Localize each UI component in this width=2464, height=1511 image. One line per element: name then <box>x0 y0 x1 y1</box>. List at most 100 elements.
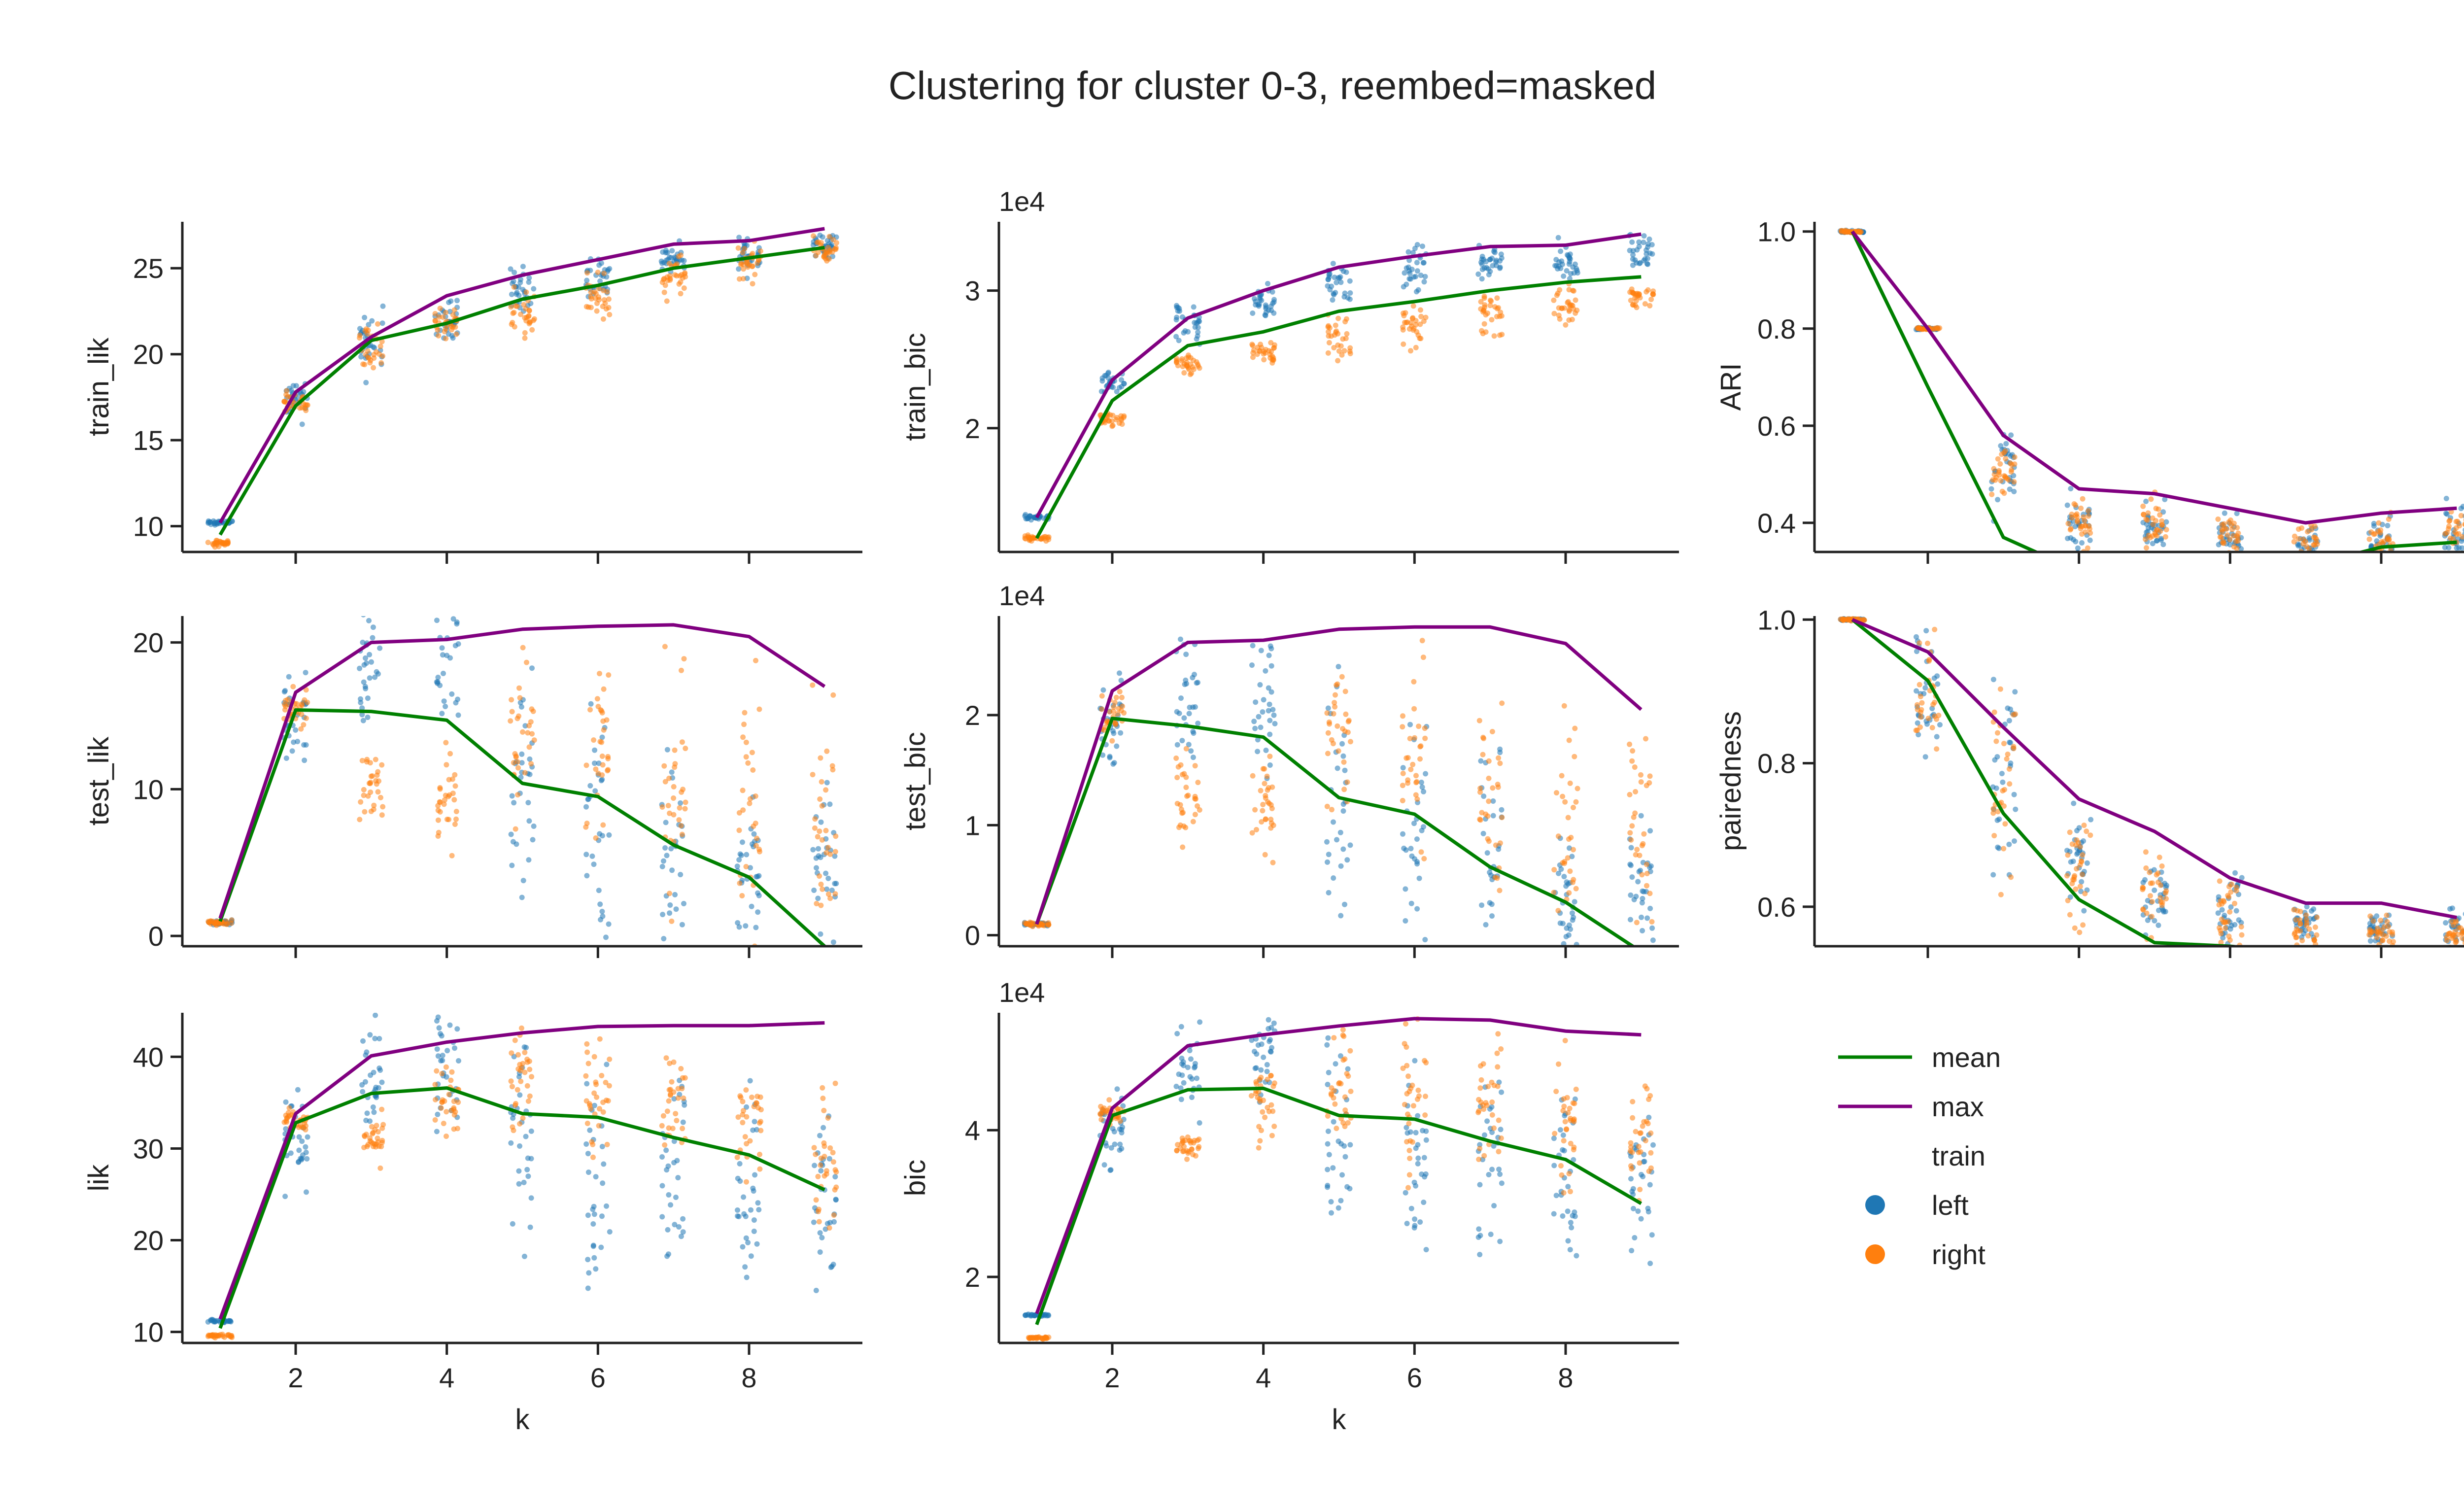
scatter-point-right <box>1340 1120 1346 1126</box>
scatter-point-left <box>1490 798 1496 804</box>
scatter-point-right <box>1411 679 1417 685</box>
scatter-point-left <box>366 322 372 328</box>
scatter-point-right <box>2453 525 2459 531</box>
scatter-point-left <box>1477 1252 1483 1258</box>
scatter-point-left <box>1421 1200 1427 1205</box>
scatter-point-right <box>2460 935 2464 941</box>
scatter-point-right <box>1634 920 1640 926</box>
scatter-point-left <box>736 235 742 240</box>
scatter-point-left <box>1023 1312 1028 1318</box>
scatter-point-right <box>2140 503 2146 509</box>
scatter-point-right <box>681 1095 686 1101</box>
scatter-point-right <box>443 336 449 342</box>
scatter-point-right <box>597 1106 602 1112</box>
scatter-point-right <box>1552 1131 1558 1136</box>
scatter-point-right <box>1115 1106 1121 1112</box>
scatter-point-left <box>305 1134 310 1140</box>
scatter-point-left <box>583 804 589 810</box>
scatter-point-right <box>2008 874 2014 880</box>
scatter-point-right <box>219 921 225 927</box>
scatter-point-right <box>205 540 211 546</box>
scatter-point-right <box>2462 940 2464 945</box>
scatter-point-left <box>745 1239 751 1245</box>
scatter-point-right <box>1571 1144 1577 1150</box>
scatter-point-left <box>736 857 742 863</box>
scatter-point-right <box>1112 700 1118 705</box>
scatter-point-left <box>2152 918 2157 924</box>
scatter-point-left <box>1338 863 1344 869</box>
scatter-point-left <box>677 962 682 968</box>
scatter-point-right <box>1262 1114 1268 1120</box>
scatter-point-right <box>583 824 589 830</box>
scatter-point-right <box>377 794 383 800</box>
scatter-point-right <box>2153 506 2159 512</box>
scatter-point-left <box>1990 784 1996 790</box>
scatter-point-right <box>2077 844 2083 850</box>
scatter-point-right <box>2224 532 2230 538</box>
scatter-point-right <box>444 1133 449 1139</box>
scatter-point-left <box>740 1244 746 1250</box>
scatter-point-right <box>453 816 459 822</box>
scatter-point-right <box>1098 1117 1104 1123</box>
scatter-point-right <box>284 388 290 394</box>
scatter-point-right <box>1421 856 1427 861</box>
scatter-point-right <box>362 809 368 815</box>
scatter-point-left <box>2145 897 2151 903</box>
scatter-point-right <box>662 282 668 288</box>
scatter-point-right <box>1571 1119 1577 1125</box>
scatter-point-right <box>433 1097 438 1102</box>
scatter-point-left <box>1646 1114 1652 1120</box>
y-tick-label: 20 <box>133 339 164 370</box>
scatter-point-right <box>678 823 684 828</box>
scatter-point-right <box>2073 886 2079 892</box>
scatter-point-left <box>667 910 673 916</box>
scatter-point-left <box>1331 875 1336 881</box>
scatter-point-left <box>1647 828 1653 834</box>
y-tick-label: 2 <box>965 700 980 731</box>
scatter-point-left <box>1497 1171 1503 1177</box>
series-line-mean <box>1035 1086 1643 1325</box>
scatter-point-left <box>373 1013 378 1018</box>
scatter-point-left <box>1935 681 1941 687</box>
series-line-mean <box>1035 717 1636 946</box>
scatter-point-right <box>1413 780 1419 786</box>
scatter-point-right <box>600 316 606 322</box>
scatter-point-right <box>2150 880 2156 886</box>
scatter-point-left <box>367 1118 373 1124</box>
scatter-point-left <box>1423 1137 1429 1143</box>
scatter-point-right <box>435 807 441 813</box>
scatter-point-left <box>752 1172 758 1178</box>
scatter-point-right <box>2377 931 2383 937</box>
scatter-point-left <box>441 597 446 603</box>
scatter-point-left <box>1267 1048 1273 1054</box>
scatter-point-right <box>584 1049 590 1055</box>
scatter-point-left <box>668 846 674 852</box>
scatter-point-right <box>2297 921 2303 927</box>
scatter-point-right <box>361 792 367 798</box>
scatter-point-right <box>1026 534 1032 540</box>
scatter-point-left <box>1187 704 1193 710</box>
scatter-point-left <box>1414 268 1420 274</box>
scatter-point-right <box>375 1139 381 1145</box>
scatter-point-right <box>1113 694 1119 700</box>
scatter-point-left <box>510 1221 515 1227</box>
scatter-point-right <box>1261 357 1267 363</box>
scatter-point-right <box>1477 786 1483 791</box>
scatter-point-right <box>1341 348 1347 354</box>
scatter-point-right <box>832 891 838 897</box>
scatter-point-right <box>2446 518 2452 524</box>
legend-max-label: max <box>1932 1091 1984 1122</box>
scatter-point-left <box>1497 750 1503 756</box>
scatter-point-left <box>374 669 379 675</box>
scatter-point-right <box>683 799 688 805</box>
scatter-point-left <box>1192 704 1198 710</box>
scatter-point-left <box>816 846 821 852</box>
scatter-point-left <box>1268 303 1274 309</box>
scatter-point-right <box>2367 913 2373 919</box>
scatter-point-right <box>819 779 824 785</box>
scatter-point-right <box>2233 884 2239 890</box>
scatter-point-left <box>296 1159 302 1165</box>
scatter-point-left <box>214 1318 220 1324</box>
scatter-point-right <box>1560 1108 1566 1114</box>
scatter-point-right <box>750 263 755 269</box>
